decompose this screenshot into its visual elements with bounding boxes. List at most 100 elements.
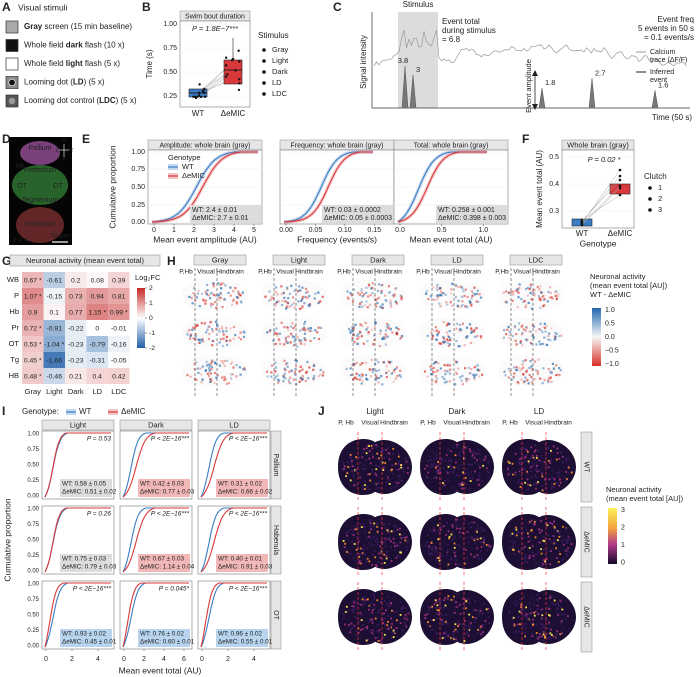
cell-label: 0.67 * <box>24 277 42 284</box>
activity-dot <box>215 376 218 379</box>
activity-dot <box>524 338 528 341</box>
activity-dot <box>474 537 477 540</box>
activity-dot <box>286 302 289 305</box>
activity-dot <box>296 345 299 348</box>
activity-dot <box>466 557 469 559</box>
activity-dot <box>461 322 464 325</box>
activity-dot <box>186 333 189 336</box>
activity-dot <box>534 330 538 333</box>
cdf-curve <box>200 582 267 648</box>
activity-dot <box>561 559 563 562</box>
cell-label: 0.21 <box>69 373 82 380</box>
stimulus-label-part: ) (5 x) <box>116 96 137 105</box>
stats-text: WT: 0.31 ± 0.02 <box>218 481 263 488</box>
activity-dot <box>455 461 457 464</box>
activity-dot <box>477 628 479 631</box>
activity-dot <box>519 448 522 451</box>
activity-dot <box>456 593 459 596</box>
plot-frame <box>561 149 635 229</box>
activity-dot <box>360 291 363 294</box>
x-tick-label: 4 <box>232 227 236 234</box>
activity-dot <box>312 377 315 380</box>
activity-dot <box>520 624 523 627</box>
activity-dot <box>561 455 564 458</box>
activity-dot <box>474 462 477 464</box>
y-tick-label: 1.00 <box>27 432 39 438</box>
activity-dot <box>427 297 430 301</box>
activity-dot <box>542 294 545 297</box>
activity-dot <box>481 631 483 634</box>
activity-dot <box>541 382 544 385</box>
activity-dot <box>454 628 457 631</box>
x-tick-label: 2 <box>226 656 230 663</box>
activity-dot <box>522 328 525 331</box>
activity-dot <box>286 361 289 365</box>
activity-dot <box>436 329 439 332</box>
activity-dot <box>560 535 563 537</box>
activity-dot <box>444 604 447 607</box>
activity-dot <box>188 329 191 332</box>
cdf-curve <box>44 507 111 573</box>
activity-dot <box>538 459 541 462</box>
activity-dot <box>487 610 490 613</box>
activity-dot <box>444 621 447 623</box>
activity-dot <box>375 474 378 477</box>
activity-dot <box>449 301 452 304</box>
activity-dot <box>424 614 427 617</box>
x-tick-label: 6 <box>182 656 186 663</box>
activity-dot <box>394 631 397 634</box>
activity-dot <box>502 291 505 294</box>
activity-dot <box>468 629 471 631</box>
activity-dot <box>282 380 285 383</box>
activity-dot <box>349 553 352 555</box>
activity-dot <box>235 375 238 378</box>
legend-label: 2 <box>658 194 662 203</box>
activity-dot <box>376 297 379 300</box>
x-tick-label: 0 <box>122 656 126 663</box>
activity-dot <box>197 371 200 374</box>
activity-dot <box>283 372 286 375</box>
activity-dot <box>349 631 352 634</box>
stats-box <box>190 205 261 223</box>
activity-dot <box>529 556 532 559</box>
activity-dot <box>473 286 476 289</box>
activity-dot <box>346 530 349 533</box>
activity-dot <box>523 299 526 302</box>
activity-dot <box>555 297 558 300</box>
activity-dot <box>478 484 481 487</box>
activity-dot <box>368 450 371 452</box>
activity-dot <box>277 379 281 382</box>
activity-dot <box>212 282 215 285</box>
activity-dot <box>313 374 316 378</box>
activity-dot <box>521 333 524 336</box>
activity-dot <box>276 293 279 296</box>
column-title: Dark <box>449 407 467 416</box>
heat-cell <box>65 288 87 304</box>
activity-dot <box>518 469 521 471</box>
activity-dot <box>454 454 457 457</box>
activity-dot <box>285 340 288 343</box>
activity-dot <box>457 299 460 302</box>
activity-dot <box>399 375 402 378</box>
activity-dot <box>543 540 546 542</box>
activity-dot <box>529 286 532 289</box>
activity-dot <box>428 626 431 628</box>
activity-dot <box>476 632 479 635</box>
activity-dot <box>553 335 556 338</box>
activity-dot <box>428 545 430 548</box>
activity-dot <box>369 303 372 306</box>
activity-dot <box>509 546 512 549</box>
activity-dot <box>538 633 541 635</box>
activity-dot <box>380 562 383 565</box>
activity-dot <box>189 333 193 336</box>
column-label: LD <box>92 387 102 396</box>
activity-dot <box>209 378 213 381</box>
activity-dot <box>346 551 348 553</box>
activity-dot <box>452 637 455 640</box>
activity-dot <box>487 460 490 463</box>
activity-dot <box>312 363 316 366</box>
activity-dot <box>351 608 353 611</box>
activity-dot <box>545 325 548 328</box>
activity-dot <box>390 469 393 472</box>
